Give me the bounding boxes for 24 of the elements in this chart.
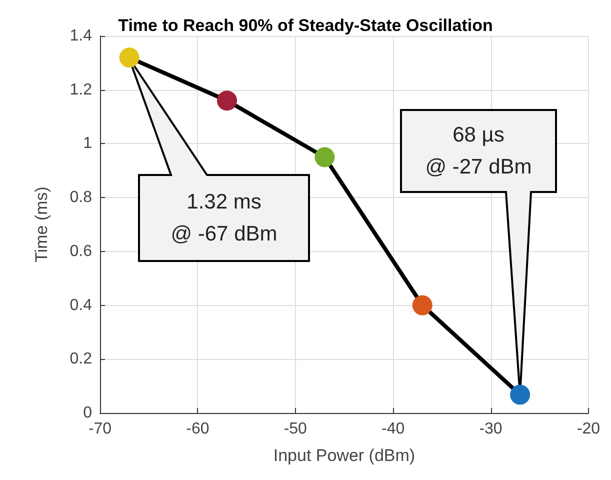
y-tick-label: 0 — [83, 404, 92, 422]
y-tick-label: 1 — [83, 135, 92, 152]
x-tick-label: -20 — [576, 420, 600, 438]
point — [314, 147, 335, 168]
point — [217, 90, 237, 111]
x-tick-label: -50 — [284, 420, 308, 438]
annotation: 1.32 ms @ -67 dBm — [170, 190, 278, 246]
point — [119, 48, 140, 68]
y-tick-label: 1.2 — [70, 81, 92, 98]
y-tick-label: 0.6 — [70, 242, 92, 260]
point — [510, 384, 530, 405]
chart-title: Time to Reach 90% of Steady-State Oscillation — [118, 16, 493, 35]
x-tick-label: -60 — [186, 420, 210, 438]
y-axis-title: Time (ms) — [32, 186, 51, 262]
point — [412, 295, 432, 316]
x-axis-title: Input Power (dBm) — [273, 446, 416, 465]
y-tick-label: 0.8 — [70, 189, 92, 206]
x-tick-label: -40 — [382, 420, 405, 438]
annotation: 68 µs @ -27 dBm — [425, 124, 532, 178]
x-tick-label: -70 — [88, 420, 112, 438]
y-tick-label: 0.2 — [70, 350, 92, 368]
y-tick-label: 0.4 — [70, 296, 92, 314]
x-tick-label: -30 — [479, 420, 502, 438]
y-tick-label: 1.4 — [70, 28, 92, 44]
